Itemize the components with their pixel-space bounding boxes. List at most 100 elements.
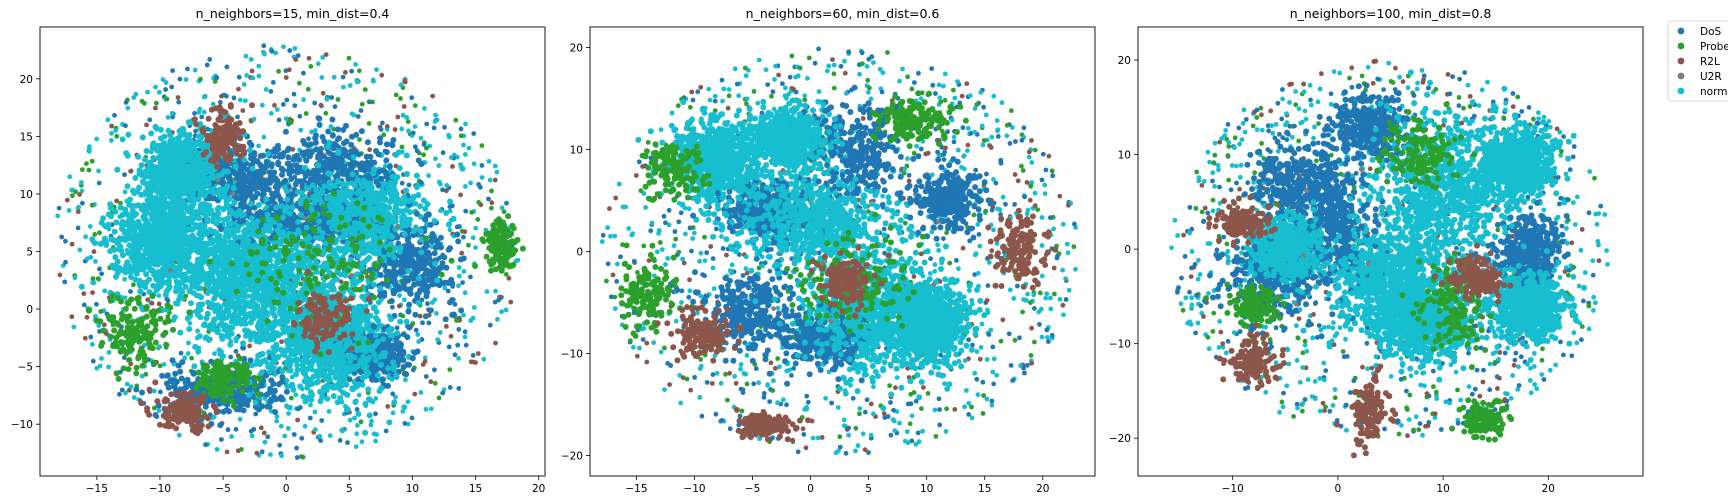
point-dos <box>406 247 413 254</box>
point-dos <box>268 161 275 168</box>
point-dos <box>396 261 403 268</box>
point-dos <box>159 372 166 379</box>
point-dos <box>394 325 400 331</box>
point-probe <box>183 293 189 299</box>
point-dos <box>383 141 390 148</box>
point-dos <box>94 301 99 307</box>
point-probe <box>297 80 302 86</box>
point-normal <box>412 124 418 129</box>
point-normal <box>153 84 158 90</box>
point-normal <box>437 330 443 335</box>
point-probe <box>90 276 96 281</box>
point-normal <box>292 46 298 51</box>
point-normal <box>371 431 377 437</box>
point-dos <box>268 197 275 203</box>
point-dos <box>176 99 182 105</box>
point-r2l <box>290 147 296 152</box>
point-probe <box>89 202 95 208</box>
point-dos <box>415 157 422 164</box>
point-normal <box>312 427 318 433</box>
point-normal <box>331 384 338 391</box>
point-normal <box>397 318 404 325</box>
point-normal <box>308 402 313 408</box>
point-normal <box>283 116 289 121</box>
point-normal <box>273 50 278 56</box>
point-probe <box>356 68 362 74</box>
point-dos <box>254 190 261 197</box>
point-probe <box>288 120 294 125</box>
point-dos <box>240 184 247 191</box>
point-dos <box>277 196 284 203</box>
point-dos <box>279 171 285 178</box>
point-normal <box>463 184 468 189</box>
point-normal <box>396 165 403 172</box>
point-normal <box>438 208 443 214</box>
point-normal <box>461 312 466 318</box>
point-dos <box>59 234 65 240</box>
point-normal <box>256 63 262 69</box>
point-dos <box>312 135 319 142</box>
point-dos <box>199 114 205 120</box>
point-r2l <box>462 229 468 235</box>
point-dos <box>243 178 250 185</box>
point-normal <box>135 153 142 160</box>
point-normal <box>330 393 337 400</box>
point-normal <box>109 130 114 136</box>
point-normal <box>312 409 318 415</box>
point-normal <box>328 124 334 129</box>
point-r2l <box>450 164 455 169</box>
point-dos <box>415 259 422 266</box>
point-dos <box>382 170 389 177</box>
point-normal <box>177 292 184 299</box>
point-normal <box>493 288 498 294</box>
point-dos <box>233 426 239 432</box>
point-probe <box>475 217 481 222</box>
point-dos <box>400 282 407 289</box>
point-dos <box>246 139 253 146</box>
point-probe <box>362 87 368 92</box>
point-normal <box>262 51 267 57</box>
point-dos <box>282 128 289 135</box>
point-dos <box>343 122 349 129</box>
point-dos <box>401 254 408 261</box>
point-dos <box>219 437 224 442</box>
point-dos <box>177 76 183 82</box>
point-dos <box>470 353 476 358</box>
point-dos <box>442 316 449 323</box>
point-normal <box>156 293 162 298</box>
point-normal <box>293 392 299 398</box>
point-dos <box>455 238 462 245</box>
point-normal <box>109 138 114 143</box>
point-probe <box>393 92 399 98</box>
point-dos <box>424 121 430 127</box>
point-r2l <box>392 127 398 132</box>
point-dos <box>278 165 285 172</box>
point-normal <box>126 201 133 208</box>
point-normal <box>298 127 304 133</box>
point-normal <box>151 388 157 394</box>
point-dos <box>269 48 275 54</box>
point-r2l <box>175 95 181 100</box>
point-dos <box>410 130 416 136</box>
point-dos <box>348 141 355 148</box>
point-normal <box>182 283 189 290</box>
point-normal <box>251 116 257 122</box>
point-normal <box>359 439 365 445</box>
point-r2l <box>385 404 391 409</box>
point-probe <box>114 133 120 139</box>
point-dos <box>122 172 127 178</box>
point-normal <box>137 288 144 295</box>
point-dos <box>214 75 220 81</box>
point-probe <box>303 111 309 116</box>
point-r2l <box>254 450 260 456</box>
point-dos <box>389 142 396 149</box>
point-dos <box>418 180 424 186</box>
point-probe <box>164 96 170 102</box>
point-normal <box>371 78 376 84</box>
point-dos <box>399 180 405 186</box>
point-dos <box>97 266 102 272</box>
point-normal <box>433 156 438 162</box>
point-normal <box>256 73 262 79</box>
point-normal <box>443 210 450 216</box>
point-r2l <box>69 241 75 247</box>
